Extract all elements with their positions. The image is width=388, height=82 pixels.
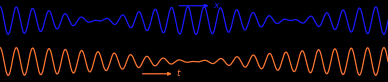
Text: x: x [213, 1, 219, 10]
Text: t: t [177, 69, 180, 78]
